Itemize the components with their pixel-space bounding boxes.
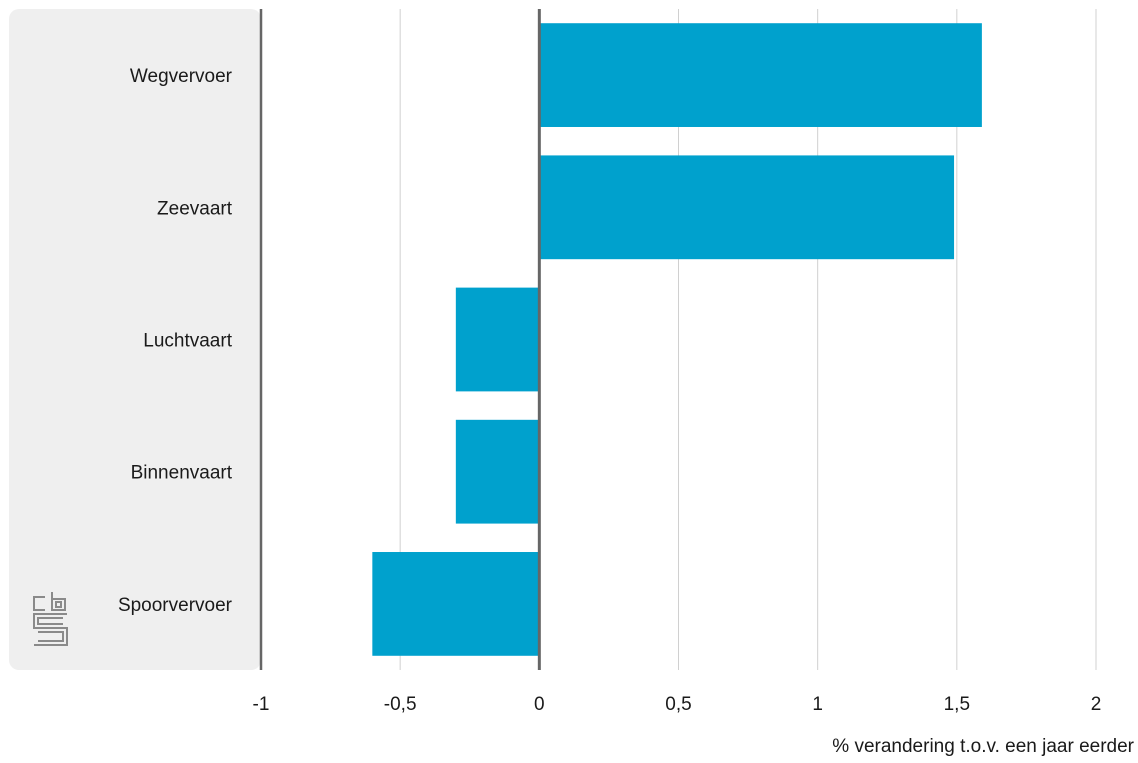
x-tick-label: 1,5 — [944, 694, 970, 715]
category-label-luchtvaart: Luchtvaart — [143, 331, 232, 352]
category-label-wegvervoer: Wegvervoer — [130, 66, 233, 87]
cbs-logo-icon — [33, 592, 68, 646]
category-labels: Wegvervoer Zeevaart Luchtvaart Binnenvaart S… — [118, 66, 233, 616]
bar-wegvervoer — [539, 23, 982, 127]
axes — [259, 9, 541, 670]
bar-spoorvervoer — [372, 552, 540, 656]
logo-s-inner-2 — [38, 631, 64, 642]
bar-binnenvaart — [455, 419, 540, 524]
bars — [372, 23, 982, 656]
x-tick-label: -1 — [253, 694, 270, 715]
x-tick-labels: -1 -0,5 0 0,5 1 1,5 2 — [253, 694, 1102, 715]
category-label-spoorvervoer: Spoorvervoer — [118, 595, 233, 616]
logo-b-inner — [55, 601, 62, 608]
x-axis-title: % verandering t.o.v. een jaar eerder — [832, 736, 1134, 757]
logo-s-inner — [37, 617, 63, 625]
logo-s — [33, 613, 68, 646]
bar-zeevaart — [539, 155, 955, 260]
x-tick-label: 2 — [1091, 694, 1102, 715]
category-label-binnenvaart: Binnenvaart — [131, 463, 233, 484]
bar-luchtvaart — [455, 287, 540, 392]
x-tick-label: -0,5 — [384, 694, 417, 715]
cbs-logo-mark — [33, 592, 68, 646]
logo-c — [33, 596, 45, 611]
category-label-panel — [9, 9, 261, 670]
category-label-zeevaart: Zeevaart — [157, 198, 233, 219]
x-tick-label: 0,5 — [665, 694, 691, 715]
x-tick-label: 1 — [812, 694, 823, 715]
x-tick-label: 0 — [534, 694, 545, 715]
logo-b — [51, 592, 66, 611]
